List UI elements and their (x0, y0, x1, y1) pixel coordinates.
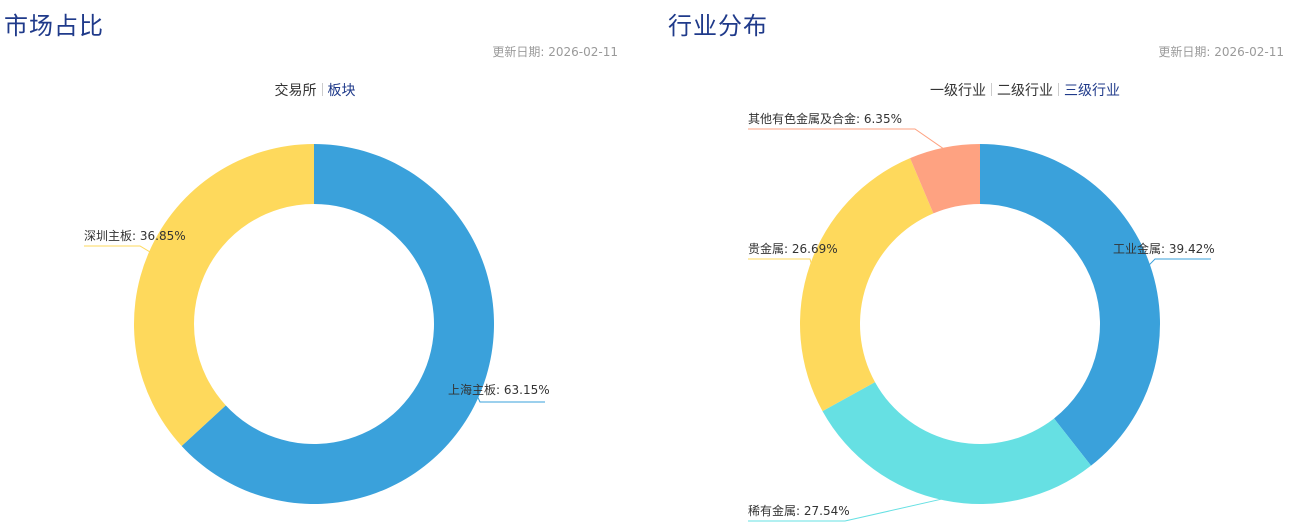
leader-line-贵金属 (748, 258, 813, 266)
industry-update-value: 2026-02-11 (1214, 45, 1284, 59)
industry-distribution-panel: 行业分布 更新日期: 2026-02-11 一级行业 二级行业 三级行业 工业金属:… (660, 0, 1290, 526)
slice-稀有金属[interactable] (822, 382, 1092, 504)
market-share-panel: 市场占比 更新日期: 2026-02-11 交易所 板块 上海主板: 63.15%… (0, 0, 630, 526)
slice-label-上海主板: 上海主板: 63.15% (448, 382, 550, 397)
tab-exchange[interactable]: 交易所 (274, 83, 317, 99)
slice-其他有色金属及合金[interactable] (910, 144, 980, 214)
tab-level1-industry[interactable]: 一级行业 (930, 83, 986, 99)
market-share-donut-chart: 上海主板: 63.15% 深圳主板: 36.85% (84, 143, 550, 504)
market-update-label: 更新日期: (492, 45, 545, 59)
industry-distribution-title: 行业分布 (668, 12, 768, 40)
slice-贵金属[interactable] (800, 158, 934, 412)
slice-label-稀有金属: 稀有金属: 27.54% (748, 503, 850, 518)
tab-separator (991, 83, 992, 96)
tab-level2-industry[interactable]: 二级行业 (997, 83, 1053, 99)
leader-line-上海主板 (476, 395, 545, 403)
leader-line-工业金属 (1147, 258, 1211, 267)
tab-separator (321, 83, 323, 96)
market-update-value: 2026-02-11 (548, 45, 618, 59)
market-update-date: 更新日期: 2026-02-11 (492, 43, 618, 60)
market-tabs: 交易所 板块 (0, 80, 630, 100)
industry-distribution-donut-chart: 工业金属: 39.42% 稀有金属: 27.54% 贵金属: 26.69% 其他有色金… (748, 111, 1215, 522)
tab-separator (1058, 83, 1059, 96)
slice-label-工业金属: 工业金属: 39.42% (1113, 241, 1215, 256)
tab-sector[interactable]: 板块 (327, 83, 356, 99)
leader-line-稀有金属 (748, 497, 945, 522)
slice-label-其他有色金属及合金: 其他有色金属及合金: 6.35% (748, 111, 902, 126)
market-share-title: 市场占比 (4, 12, 104, 40)
industry-update-label: 更新日期: (1158, 45, 1211, 59)
slice-工业金属[interactable] (980, 144, 1160, 466)
tab-level3-industry[interactable]: 三级行业 (1064, 83, 1120, 99)
industry-tabs: 一级行业 二级行业 三级行业 (710, 80, 1290, 100)
slice-label-深圳主板: 深圳主板: 36.85% (84, 229, 186, 243)
leader-line-深圳主板 (84, 245, 152, 253)
industry-update-date: 更新日期: 2026-02-11 (1158, 43, 1284, 60)
slice-深圳主板[interactable] (133, 143, 314, 446)
slice-上海主板[interactable] (181, 144, 495, 504)
leader-line-其他有色金属及合金 (748, 128, 946, 150)
slice-label-贵金属: 贵金属: 26.69% (748, 241, 838, 256)
